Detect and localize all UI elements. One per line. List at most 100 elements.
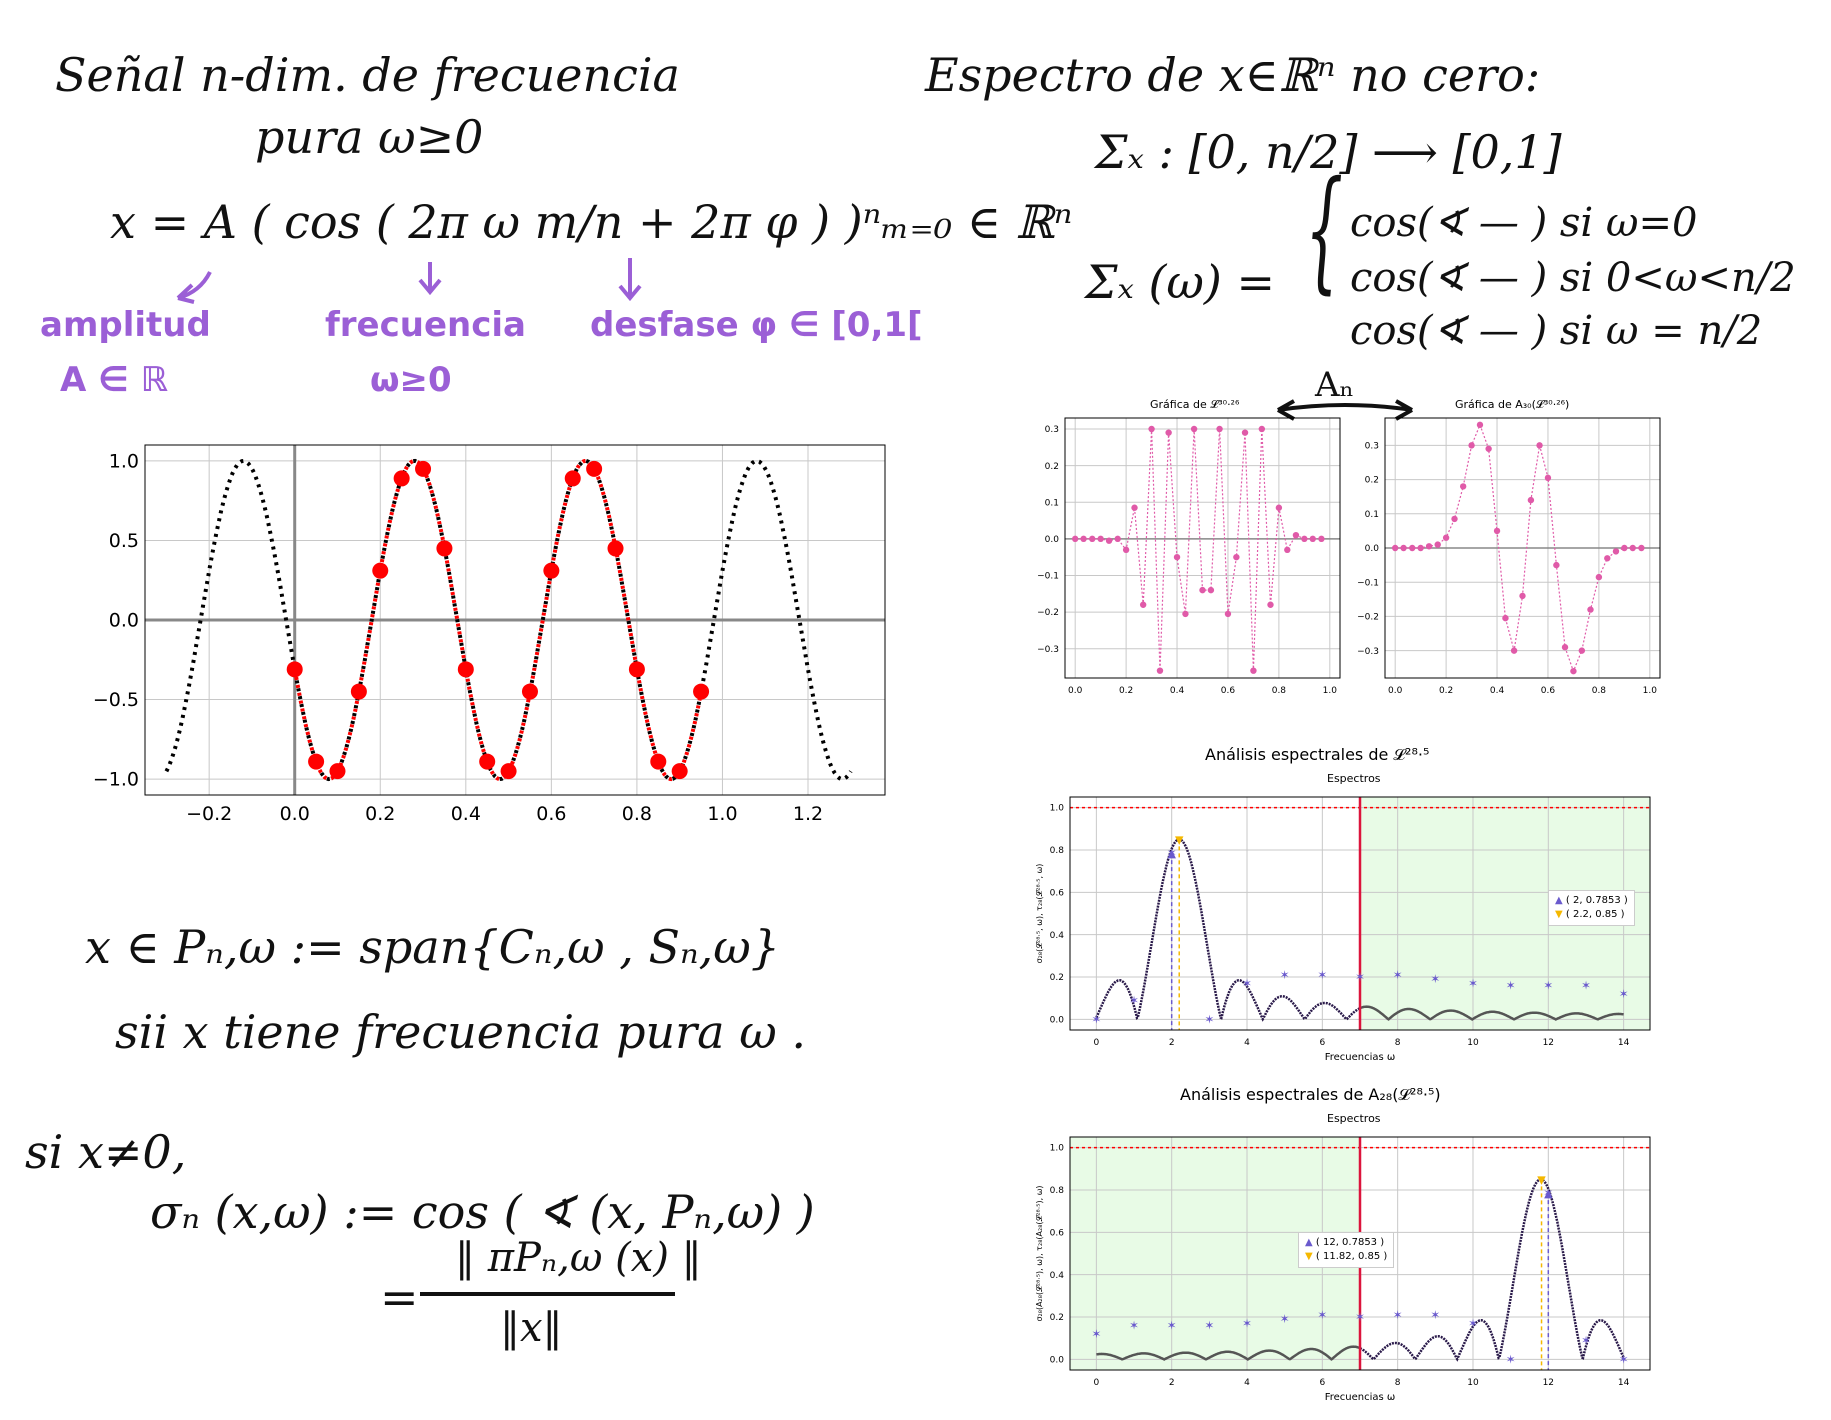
spectrum-L-legend: ▲ ( 2, 0.7853 ) ▼ ( 2.2, 0.85 ): [1548, 890, 1635, 926]
x-tick-label: 4: [1244, 1038, 1250, 1048]
legend-entry: ( 2.2, 0.85 ): [1565, 909, 1625, 920]
triangle-down-marker: ▼: [1537, 1173, 1546, 1186]
legend-entry: ( 11.82, 0.85 ): [1315, 1251, 1388, 1262]
data-point: [1301, 535, 1308, 543]
fraction-numerator: ‖ πPₙ,ω (x) ‖: [455, 1235, 702, 1281]
equals-sign: =: [380, 1270, 419, 1324]
case-3: cos(∢ — ) si ω = n/2: [1350, 308, 1763, 354]
y-tick-label: 0.6: [1050, 1228, 1065, 1238]
data-point: [1502, 614, 1509, 622]
plot-frame: [1069, 796, 1651, 1031]
x-tick-label: 0.4: [451, 803, 481, 825]
plot-frame: [1069, 1136, 1651, 1371]
data-point: [1425, 543, 1433, 550]
data-point: [1318, 535, 1325, 543]
star-marker: ✶: [1129, 993, 1139, 1007]
data-point: [543, 562, 560, 579]
notes-title-left-line2: pura ω≥0: [255, 110, 484, 164]
x-tick-label: 8: [1395, 1038, 1401, 1048]
x-tick-label: 4: [1244, 1378, 1250, 1388]
x-tick-label: 0.0: [1388, 686, 1403, 696]
star-marker: ✶: [1506, 979, 1516, 993]
notes-title-left: Señal n-dim. de frecuencia: [55, 48, 680, 102]
x-tick-label: 10: [1467, 1378, 1479, 1388]
formula-x: x = A ( cos ( 2π ω m/n + 2π φ ) )ⁿₘ₌₀ ∈ …: [110, 195, 1073, 249]
case-1: cos(∢ — ) si ω=0: [1350, 200, 1698, 246]
x-tick-label: 0: [1093, 1038, 1099, 1048]
data-point: [1139, 601, 1147, 608]
annotation-arrows: [176, 258, 642, 304]
star-marker: ✶: [1355, 1310, 1365, 1324]
signal-A-chart: 0.0 0.2 0.4 0.6 0.8 1.0 0.3 0.2 0.1 0.0 −0.1 −0.2 −0…: [1357, 417, 1661, 696]
data-point: [329, 763, 346, 780]
data-point: [1442, 534, 1450, 541]
y-tick-label: 0.0: [1045, 535, 1060, 545]
data-point: [286, 661, 303, 678]
amplitude-domain: A ∈ ℝ: [60, 360, 168, 400]
spectrum-A-legend: ▲ ( 12, 0.7853 ) ▼ ( 11.82, 0.85 ): [1298, 1232, 1395, 1268]
x-tick-label: 0.2: [1439, 686, 1453, 696]
case-2: cos(∢ — ) si 0<ω<n/2: [1350, 255, 1796, 301]
data-point: [500, 763, 517, 780]
y-tick-label: 0.5: [109, 530, 139, 552]
data-point: [1097, 535, 1104, 543]
x-tick-label: 14: [1618, 1378, 1630, 1388]
star-marker: ✶: [1242, 1316, 1252, 1330]
series-line-red: [292, 458, 704, 782]
y-tick-label: 0.1: [1365, 510, 1379, 520]
cosine-chart: −0.2 0.0 0.2 0.4 0.6 0.8 1.0 1.2 1.0 0.5 0.0 −0.5 −1…: [93, 444, 886, 825]
data-point: [1233, 553, 1240, 561]
star-marker: ✶: [1393, 968, 1403, 982]
x-tick-label: 0.6: [536, 803, 566, 825]
data-point: [1173, 553, 1181, 561]
data-point: [1544, 474, 1552, 482]
star-marker: ✶: [1204, 1319, 1214, 1333]
star-marker: ✶: [1204, 1012, 1214, 1026]
y-tick-label: 0.8: [1050, 1186, 1065, 1196]
y-tick-label: −0.5: [93, 689, 139, 711]
x-tick-label: 2: [1169, 1378, 1175, 1388]
data-point: [1258, 425, 1266, 433]
data-point: [1612, 548, 1620, 555]
data-point: [1250, 667, 1257, 674]
star-marker: ✶: [1581, 979, 1591, 993]
y-tick-label: 0.2: [1365, 476, 1379, 486]
star-marker: ✶: [1317, 1308, 1327, 1322]
triangle-down-icon: ▼: [1555, 909, 1563, 920]
data-point: [1216, 425, 1223, 433]
data-point: [1595, 573, 1603, 581]
data-point: [1071, 535, 1079, 543]
data-point: [1578, 647, 1586, 654]
data-point: [1114, 535, 1121, 543]
spectrum-A-subtitle: Espectros: [1327, 1112, 1381, 1125]
star-marker: ✶: [1393, 1308, 1403, 1322]
x-tick-label: 1.2: [793, 803, 823, 825]
plot-frame: [1384, 417, 1661, 679]
star-marker: ✶: [1581, 1333, 1591, 1347]
y-tick-label: −0.3: [1357, 647, 1379, 657]
series-line-black: [164, 458, 853, 782]
spectrum-L-chart: 0 2 4 6 8 10 12 14 0.0 0.2 0.4 0.6 0.8 1.0 ✶ ✶ ✶ ✶ ✶ ✶ ✶ ✶ ✶ ✶ ✶…: [1034, 796, 1651, 1063]
star-marker: ✶: [1619, 1352, 1629, 1366]
data-point: [1122, 546, 1130, 554]
triangle-down-icon: ▼: [1305, 1251, 1313, 1262]
data-point: [1190, 425, 1198, 433]
x-axis-label: Frecuencias ω: [1325, 1392, 1396, 1403]
case-brace: {: [1305, 154, 1344, 308]
data-point: [1275, 504, 1283, 511]
x-tick-label: −0.2: [186, 803, 232, 825]
data-point: [1267, 601, 1274, 608]
star-marker: ✶: [1317, 968, 1327, 982]
amplitude-label: amplitud: [40, 305, 211, 345]
legend-entry: ( 2, 0.7853 ): [1565, 895, 1628, 906]
x-tick-label: 0.8: [622, 803, 652, 825]
star-marker: ✶: [1242, 976, 1252, 990]
double-arrow-icon: [1277, 399, 1413, 421]
y-tick-label: 0.4: [1050, 931, 1065, 941]
x-tick-label: 0.6: [1221, 686, 1236, 696]
data-point: [1527, 496, 1535, 504]
data-point: [607, 540, 624, 557]
phase-label: desfase φ ∈ [0,1[: [590, 305, 923, 345]
x-tick-label: 0.8: [1272, 686, 1287, 696]
data-point: [1621, 544, 1628, 552]
